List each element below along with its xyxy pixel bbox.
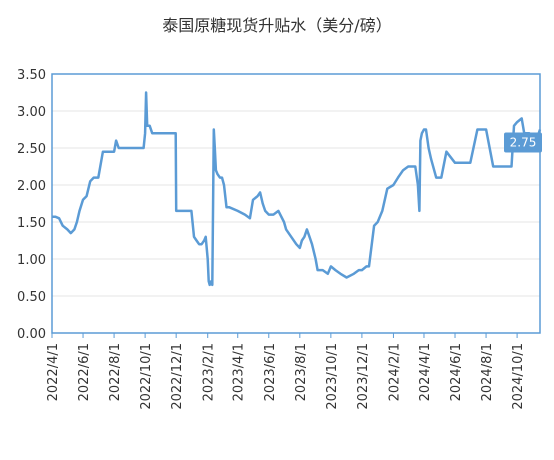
x-tick-label: 2024/10/1 xyxy=(511,343,526,410)
x-tick-label: 2023/6/1 xyxy=(263,343,278,401)
x-tick-label: 2023/8/1 xyxy=(294,343,309,401)
y-tick-label: 3.50 xyxy=(17,68,46,83)
y-tick-label: 1.00 xyxy=(17,253,46,268)
x-tick-label: 2023/10/1 xyxy=(325,343,340,410)
series-line xyxy=(52,91,542,287)
x-axis-ticks: 2022/4/1 2022/6/1 2022/8/1 2022/10/1 2022/12… xyxy=(46,333,526,410)
x-tick-label: 2023/2/1 xyxy=(202,343,217,401)
y-tick-label: 0.50 xyxy=(17,290,46,305)
y-axis-ticks: 0.00 0.50 1.00 1.50 2.00 2.50 3.00 3.50 xyxy=(17,68,46,342)
y-tick-label: 1.50 xyxy=(17,216,46,231)
grid-lines xyxy=(52,73,540,334)
x-tick-label: 2022/8/1 xyxy=(108,343,123,401)
last-value-badge xyxy=(504,132,542,153)
x-tick-label: 2024/2/1 xyxy=(387,343,402,401)
last-value-label: 2.75 xyxy=(504,132,542,153)
x-tick-label: 2024/4/1 xyxy=(418,343,433,401)
x-tick-label: 2024/6/1 xyxy=(449,343,464,401)
x-tick-label: 2023/12/1 xyxy=(356,343,371,410)
y-tick-label: 3.00 xyxy=(17,105,46,120)
y-tick-label: 2.50 xyxy=(17,142,46,157)
x-tick-label: 2024/8/1 xyxy=(480,343,495,401)
x-tick-label: 2023/4/1 xyxy=(232,343,247,401)
x-tick-label: 2022/6/1 xyxy=(77,343,92,401)
chart-title: 泰国原糖现货升贴水（美分/磅） xyxy=(162,16,392,35)
x-tick-label: 2022/10/1 xyxy=(139,343,154,410)
plot-frame xyxy=(51,73,541,334)
y-tick-label: 0.00 xyxy=(17,327,46,342)
last-value-text: 2.75 xyxy=(510,136,537,150)
y-tick-label: 2.00 xyxy=(17,179,46,194)
x-tick-label: 2022/12/1 xyxy=(170,343,185,410)
x-tick-label: 2022/4/1 xyxy=(46,343,61,401)
